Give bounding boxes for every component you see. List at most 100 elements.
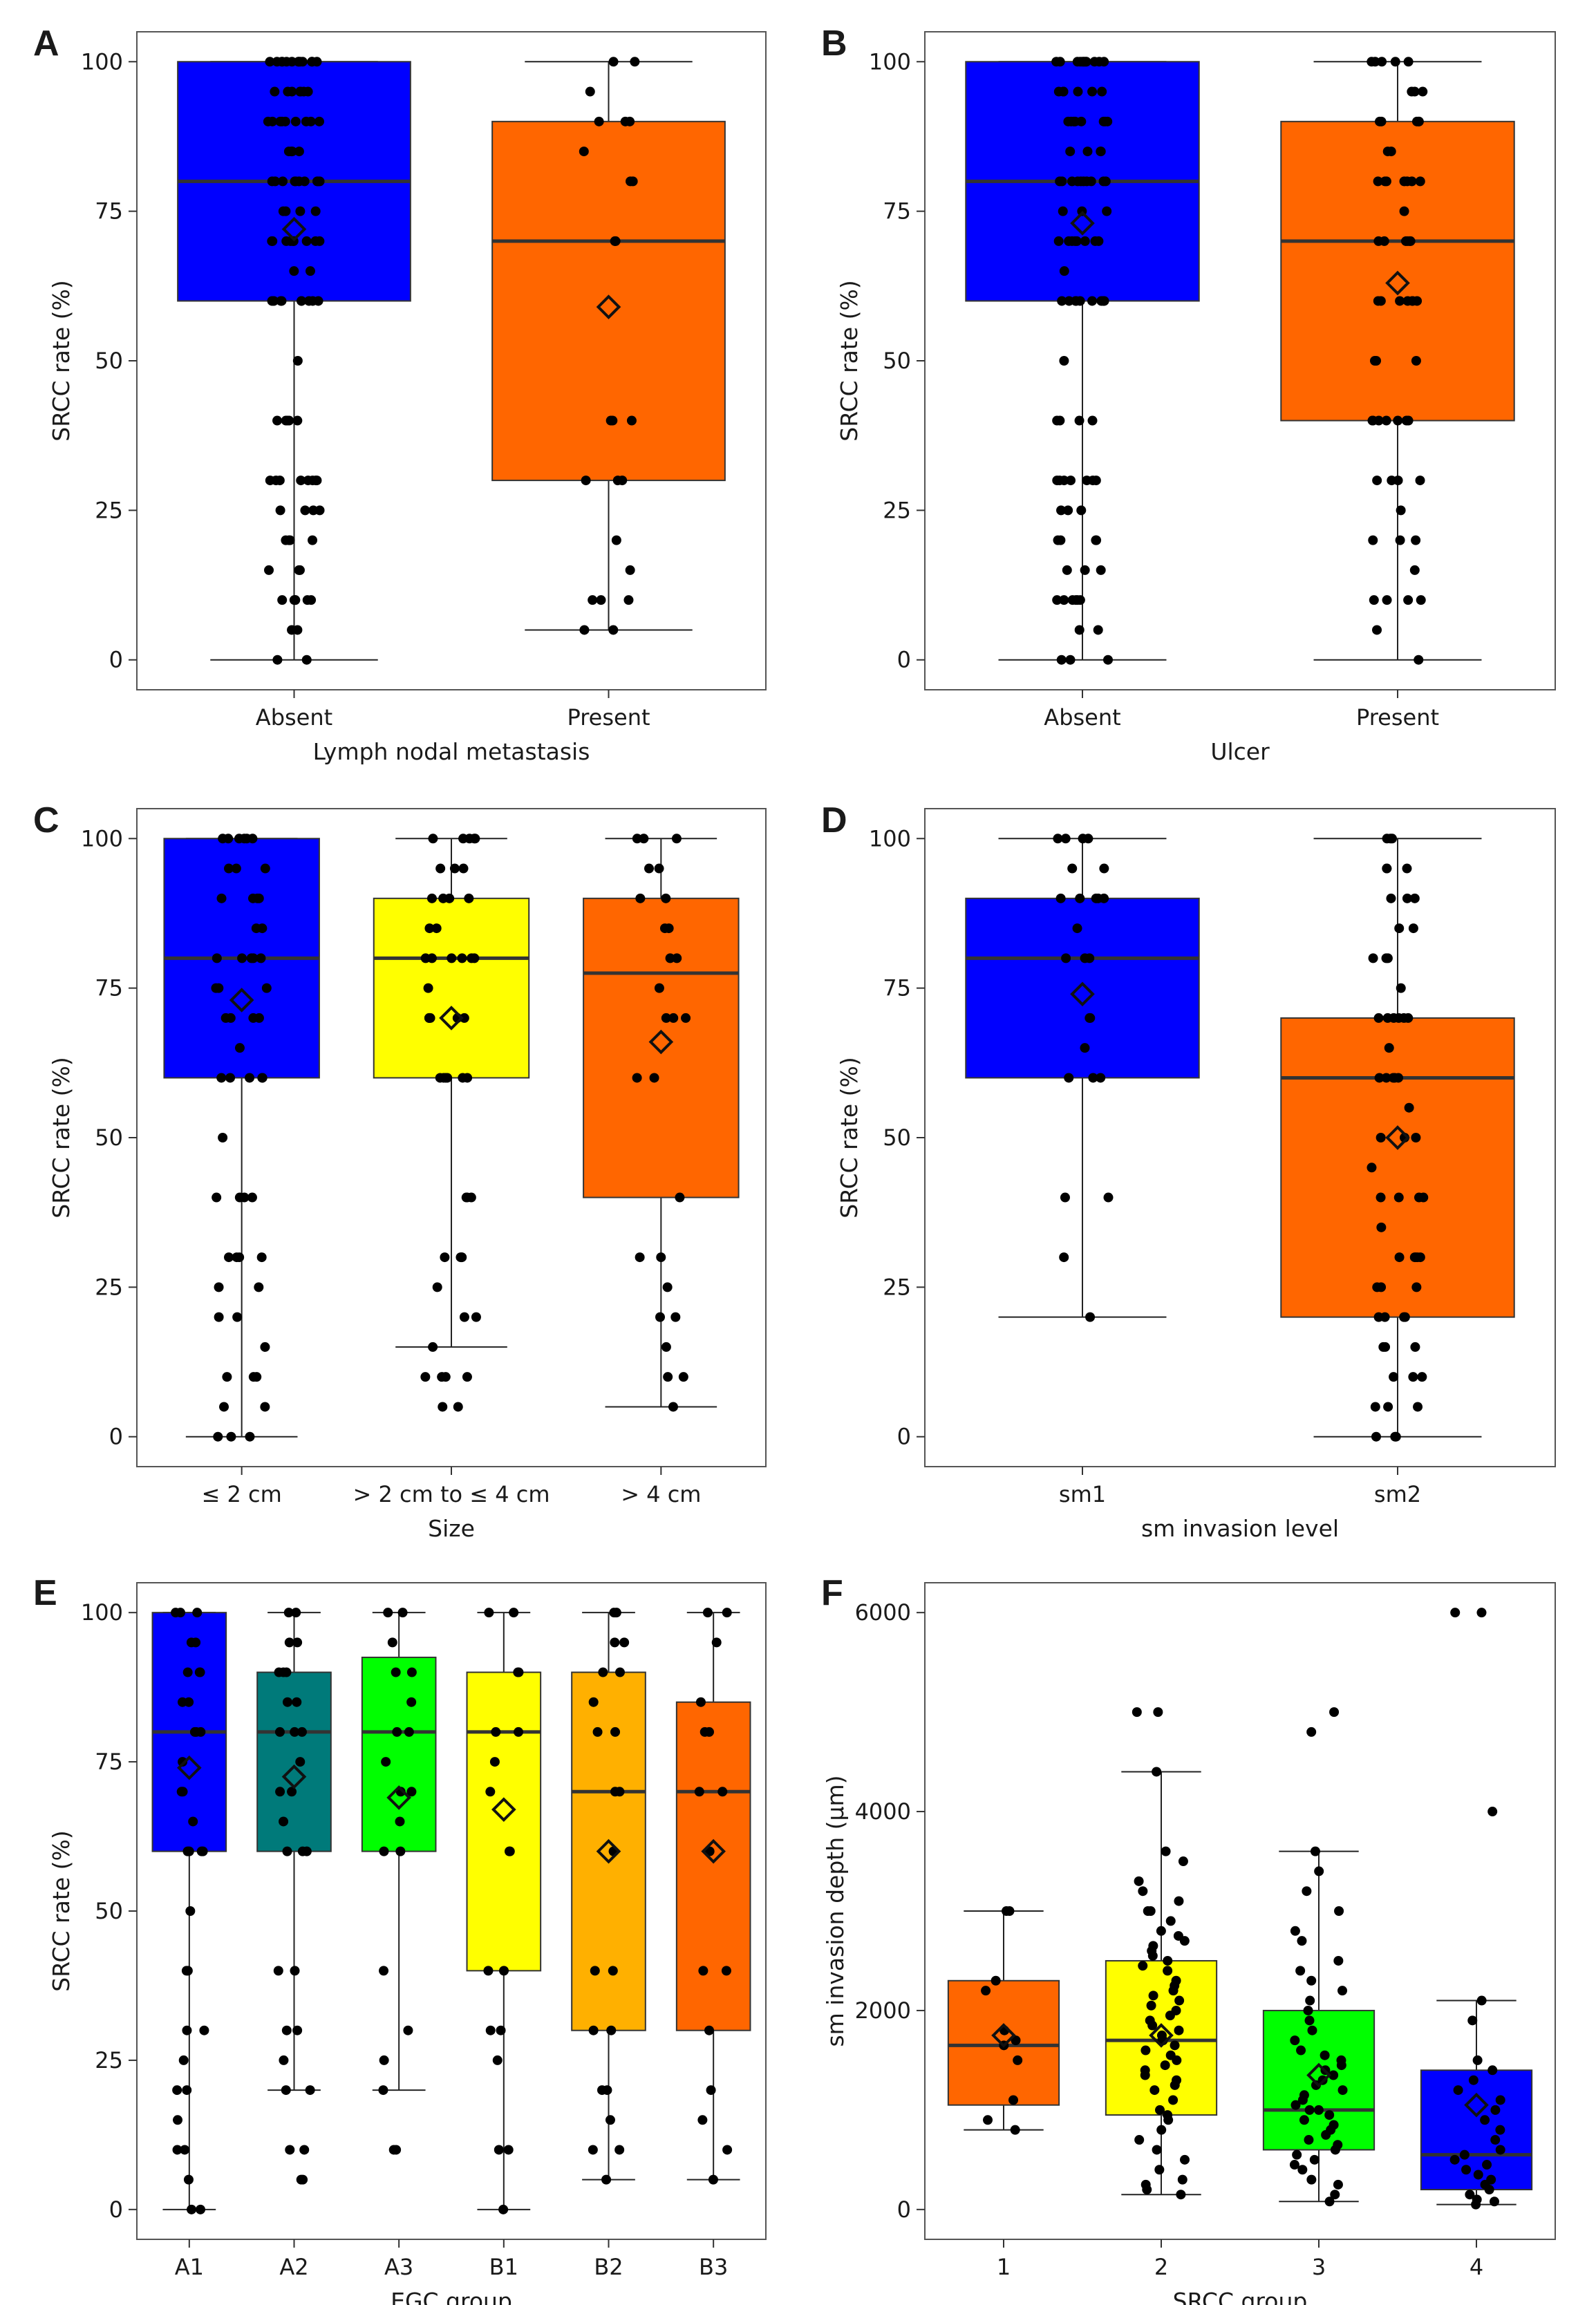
data-point bbox=[1389, 1372, 1399, 1382]
data-point bbox=[182, 2085, 192, 2096]
data-point bbox=[1140, 2179, 1151, 2190]
data-point bbox=[388, 2145, 399, 2155]
data-point bbox=[503, 2145, 514, 2155]
y-tick-label: 50 bbox=[883, 348, 911, 374]
data-point bbox=[182, 1966, 193, 1976]
data-point bbox=[267, 176, 277, 187]
data-point bbox=[1376, 1192, 1386, 1203]
data-point bbox=[1058, 206, 1068, 216]
data-point bbox=[661, 1342, 671, 1352]
data-point bbox=[663, 1372, 673, 1382]
data-point bbox=[1173, 1930, 1183, 1941]
data-point bbox=[1080, 565, 1090, 575]
data-point bbox=[308, 296, 318, 306]
data-point bbox=[406, 1697, 417, 1707]
y-tick-label: 25 bbox=[883, 497, 911, 523]
data-point bbox=[178, 1757, 188, 1767]
data-point bbox=[292, 2025, 303, 2035]
data-point bbox=[1487, 2065, 1498, 2076]
data-point bbox=[1459, 2149, 1470, 2160]
data-point bbox=[649, 1073, 659, 1083]
data-point bbox=[426, 953, 437, 963]
data-point bbox=[1055, 535, 1066, 545]
data-point bbox=[275, 505, 285, 516]
box-1 bbox=[177, 57, 411, 665]
x-axis-label: Size bbox=[428, 1515, 475, 1542]
data-point bbox=[178, 1787, 188, 1797]
data-point bbox=[1096, 147, 1106, 157]
data-point bbox=[428, 1342, 438, 1352]
data-point bbox=[1399, 1312, 1409, 1322]
data-point bbox=[1052, 595, 1062, 605]
data-point bbox=[1174, 2025, 1184, 2035]
box-body bbox=[1420, 2069, 1533, 2191]
box-body bbox=[373, 897, 530, 1079]
data-point bbox=[1075, 296, 1085, 306]
data-point bbox=[1402, 863, 1412, 874]
data-point bbox=[1373, 176, 1383, 187]
data-point bbox=[606, 2025, 617, 2035]
data-point bbox=[1476, 1995, 1487, 2006]
data-point bbox=[1134, 2135, 1145, 2145]
data-point bbox=[395, 1816, 405, 1827]
data-point bbox=[395, 1846, 406, 1856]
data-point bbox=[1373, 415, 1384, 426]
data-point bbox=[267, 296, 277, 306]
data-point bbox=[264, 565, 274, 575]
data-point bbox=[1146, 2000, 1156, 2011]
y-tick-label: 75 bbox=[883, 198, 911, 225]
data-point bbox=[492, 2055, 503, 2065]
data-point bbox=[1305, 1995, 1315, 2006]
data-point bbox=[1495, 2145, 1505, 2155]
box-body bbox=[571, 1671, 646, 2031]
data-point bbox=[1156, 2125, 1167, 2135]
data-point bbox=[1306, 1975, 1317, 1986]
mean-marker bbox=[1385, 270, 1410, 296]
data-point bbox=[1386, 147, 1396, 157]
y-tick-label: 0 bbox=[897, 1424, 911, 1450]
data-point bbox=[260, 863, 270, 874]
data-point bbox=[698, 1966, 708, 1976]
data-point bbox=[257, 1073, 267, 1083]
data-point bbox=[1059, 595, 1069, 605]
data-point bbox=[1138, 1886, 1148, 1897]
y-tick-label: 0 bbox=[897, 647, 911, 673]
x-tick-label: A2 bbox=[279, 2254, 308, 2280]
y-axis-label: sm invasion depth (μm) bbox=[822, 1775, 849, 2047]
box-1 bbox=[947, 1906, 1060, 2135]
x-tick-label: B1 bbox=[489, 2254, 518, 2280]
data-point bbox=[1098, 296, 1109, 306]
data-point bbox=[722, 1608, 732, 1618]
data-point bbox=[406, 1667, 417, 1677]
data-point bbox=[1329, 1707, 1340, 1718]
mean-marker bbox=[229, 988, 254, 1013]
data-point bbox=[270, 86, 280, 97]
data-point bbox=[1087, 86, 1098, 97]
data-point bbox=[1064, 296, 1074, 306]
data-point bbox=[671, 834, 682, 844]
data-point bbox=[588, 2025, 599, 2035]
data-point bbox=[182, 2025, 192, 2035]
data-point bbox=[1066, 116, 1076, 126]
data-point bbox=[485, 1787, 496, 1797]
data-point bbox=[1450, 1608, 1461, 1618]
data-point bbox=[391, 1667, 401, 1677]
data-point bbox=[314, 176, 325, 187]
data-point bbox=[1093, 625, 1103, 635]
data-point bbox=[457, 953, 467, 963]
data-point bbox=[458, 863, 469, 874]
panel-letter: E bbox=[33, 1573, 57, 1613]
y-tick-label: 25 bbox=[95, 497, 123, 523]
data-point bbox=[279, 1816, 289, 1827]
data-point bbox=[1008, 2095, 1019, 2105]
data-point bbox=[592, 1727, 603, 1737]
data-point bbox=[1160, 2060, 1170, 2071]
data-point bbox=[702, 1608, 713, 1618]
data-point bbox=[1290, 1926, 1300, 1936]
mean-marker bbox=[1385, 1125, 1410, 1150]
data-point bbox=[178, 2055, 189, 2065]
data-point bbox=[1145, 1906, 1156, 1916]
data-point bbox=[435, 863, 446, 874]
data-point bbox=[1465, 2190, 1475, 2200]
data-point bbox=[1407, 296, 1418, 306]
